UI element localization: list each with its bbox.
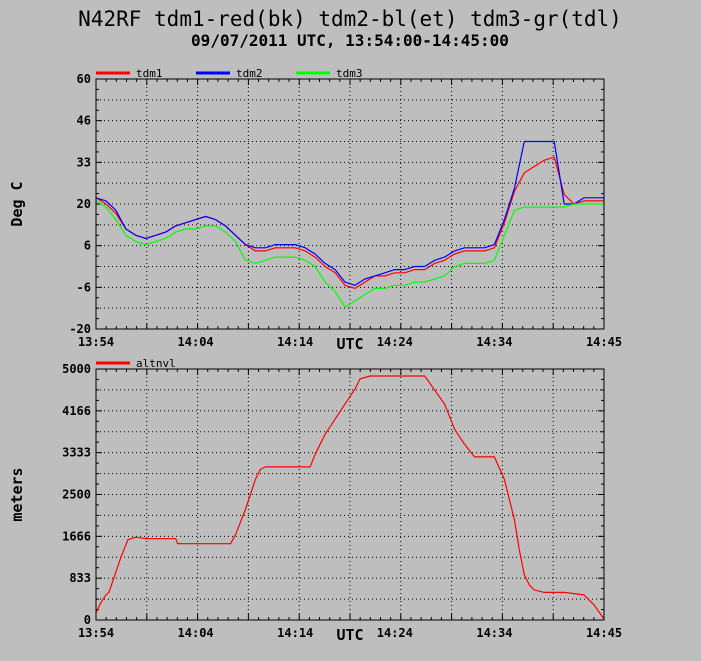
y-tick-label: 60 bbox=[77, 72, 91, 86]
x-tick-label: 13:54 bbox=[78, 626, 114, 640]
y-tick-label: 2500 bbox=[62, 488, 91, 502]
plot-frame bbox=[95, 368, 605, 621]
x-tick-label: 14:24 bbox=[377, 626, 413, 640]
y-tick-label: 4166 bbox=[62, 404, 91, 418]
legend-label-tdm2: tdm2 bbox=[236, 67, 263, 80]
series-line-altnvl bbox=[95, 375, 605, 620]
x-tick-label: 14:04 bbox=[178, 335, 214, 349]
y-tick-label: 6 bbox=[84, 239, 91, 253]
y-tick-label: 5000 bbox=[62, 362, 91, 376]
y-tick-label: -20 bbox=[69, 322, 91, 336]
legend-label-tdm1: tdm1 bbox=[136, 67, 163, 80]
legend-label-tdm3: tdm3 bbox=[336, 67, 363, 80]
series-line-tdm3 bbox=[95, 200, 604, 308]
plot-frame bbox=[95, 78, 605, 330]
x-tick-label: 14:34 bbox=[476, 335, 512, 349]
x-axis-label: UTC bbox=[336, 626, 363, 644]
y-tick-label: 1666 bbox=[62, 529, 91, 543]
y-axis-label: meters bbox=[8, 467, 26, 521]
chart-title: N42RF tdm1-red(bk) tdm2-bl(et) tdm3-gr(t… bbox=[78, 7, 622, 31]
x-axis-label: UTC bbox=[336, 335, 363, 353]
y-tick-label: -6 bbox=[77, 280, 91, 294]
legend-label-altnvl: altnvl bbox=[136, 357, 176, 370]
y-tick-label: 3333 bbox=[62, 446, 91, 460]
x-tick-label: 14:14 bbox=[277, 335, 313, 349]
x-tick-label: 13:54 bbox=[78, 335, 114, 349]
x-tick-label: 14:34 bbox=[476, 626, 512, 640]
y-axis-label: Deg C bbox=[8, 181, 26, 226]
y-tick-label: 33 bbox=[77, 155, 91, 169]
x-tick-label: 14:24 bbox=[377, 335, 413, 349]
y-tick-label: 20 bbox=[77, 197, 91, 211]
series-line-tdm2 bbox=[95, 140, 604, 286]
x-tick-label: 14:45 bbox=[586, 626, 622, 640]
x-tick-label: 14:04 bbox=[178, 626, 214, 640]
chart-subtitle: 09/07/2011 UTC, 13:54:00-14:45:00 bbox=[191, 31, 509, 50]
x-tick-label: 14:14 bbox=[277, 626, 313, 640]
y-tick-label: 833 bbox=[69, 571, 91, 585]
y-tick-label: 0 bbox=[84, 613, 91, 627]
x-tick-label: 14:45 bbox=[586, 335, 622, 349]
plot-altitude: altnvl 5000 4166 3333 2500 1666 833 013:54 14:04… bbox=[8, 357, 622, 644]
y-tick-label: 46 bbox=[77, 114, 91, 128]
